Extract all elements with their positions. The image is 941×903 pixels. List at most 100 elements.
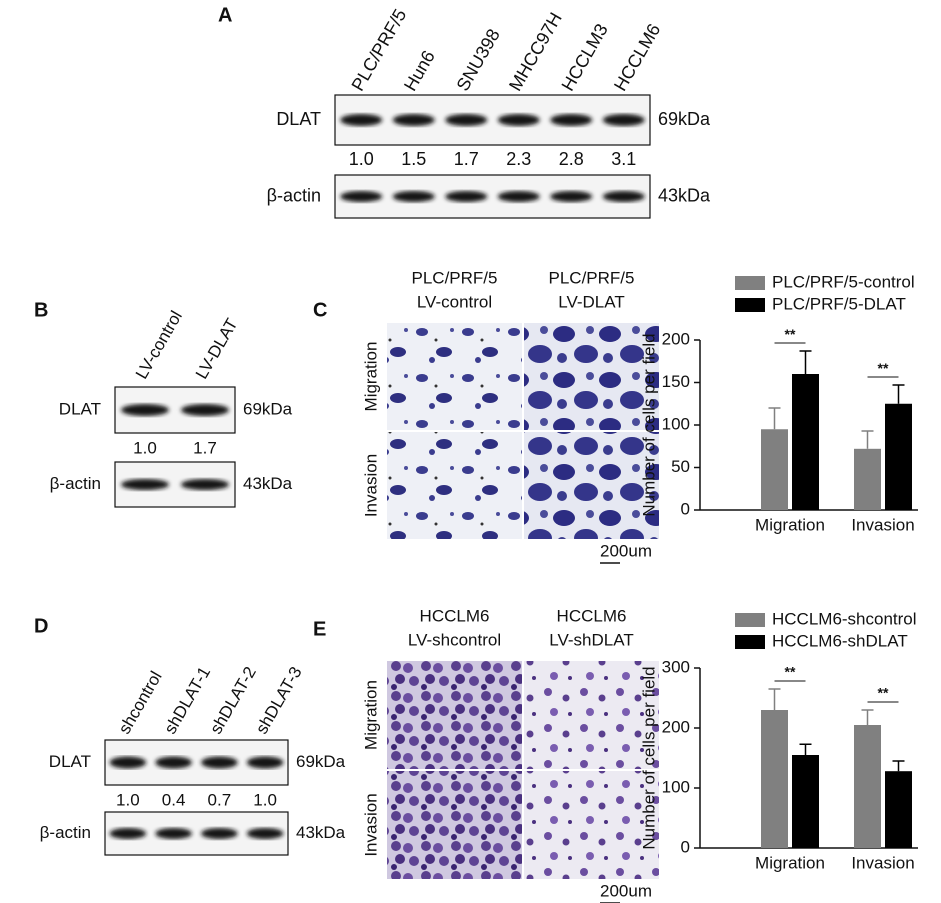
micrograph (524, 432, 659, 539)
blot-band (497, 191, 540, 202)
legend-label: HCCLM6-shDLAT (772, 631, 908, 650)
band-intensity: 1.0 (349, 149, 374, 169)
blot-box (334, 174, 651, 219)
band-intensity: 1.7 (454, 149, 479, 169)
x-tick-label: Invasion (851, 853, 914, 872)
band-intensity: 3.1 (611, 149, 636, 169)
bar (761, 710, 788, 848)
panel-letter: A (218, 4, 232, 26)
blot-band (155, 828, 192, 839)
bar (885, 403, 912, 510)
bar (792, 374, 819, 510)
row-label: Migration (361, 342, 380, 412)
blot-band (155, 756, 192, 769)
band-intensity: 1.5 (401, 149, 426, 169)
panel-letter: E (313, 618, 326, 640)
blot-label: DLAT (276, 109, 321, 129)
band-intensity: 2.3 (506, 149, 531, 169)
band-intensity: 0.4 (162, 790, 186, 809)
blot-band (201, 828, 238, 839)
error-bar (861, 709, 874, 725)
legend-swatch (735, 298, 765, 312)
blot-size: 69kDa (296, 752, 346, 771)
y-tick-label: 200 (662, 329, 690, 348)
lane-label: SNU398 (453, 25, 504, 94)
micrograph (387, 771, 522, 879)
column-title: HCCLM6 (557, 606, 627, 625)
column-title: LV-shDLAT (549, 630, 633, 649)
lane-label: HCCLM3 (558, 20, 612, 94)
bar (792, 755, 819, 848)
blot-band (550, 114, 593, 126)
blot-band (340, 114, 383, 126)
blot-band (246, 828, 284, 839)
error-bar (892, 760, 905, 772)
micrograph (387, 432, 522, 539)
legend-label: PLC/PRF/5-DLAT (772, 294, 906, 313)
x-tick-label: Migration (755, 515, 825, 534)
bar (854, 448, 881, 510)
column-title: PLC/PRF/5 (549, 268, 635, 287)
lane-label: LV-control (132, 308, 186, 383)
bar (885, 771, 912, 848)
blot-band (121, 404, 169, 416)
blot-band (392, 114, 435, 126)
blot-band (497, 114, 540, 126)
lane-label: HCCLM6 (610, 20, 664, 94)
blot-band (181, 404, 229, 416)
legend-swatch (735, 276, 765, 290)
y-tick-label: 100 (662, 414, 690, 433)
y-tick-label: 150 (662, 372, 690, 391)
blot-band (121, 479, 169, 490)
row-label: Invasion (361, 454, 380, 517)
micrograph (524, 771, 659, 879)
lane-label: MHCC97H (505, 9, 566, 94)
blot-band (445, 191, 488, 202)
error-bar (799, 350, 812, 374)
legend-swatch (735, 635, 765, 649)
y-tick-label: 300 (662, 657, 690, 676)
micrograph (387, 323, 522, 430)
band-intensity: 1.7 (193, 438, 217, 457)
error-bar (861, 430, 874, 449)
panel-letter: C (313, 299, 327, 321)
error-bar (768, 407, 781, 430)
blot-band (340, 191, 383, 202)
blot-band (109, 756, 147, 769)
blot-label: β-actin (50, 474, 101, 493)
blot-band (445, 114, 488, 126)
band-intensity: 1.0 (116, 790, 140, 809)
y-tick-label: 50 (671, 457, 690, 476)
legend-label: PLC/PRF/5-control (772, 272, 915, 291)
y-axis-label: Number of cells per field (639, 333, 658, 516)
error-bar (799, 743, 812, 755)
bar (854, 725, 881, 848)
significance-label: ** (785, 326, 796, 342)
lane-label: Hun6 (400, 47, 439, 94)
blot-size: 69kDa (243, 399, 293, 418)
blot-band (181, 479, 229, 490)
panel-letter: D (34, 615, 48, 637)
blot-label: β-actin (267, 185, 321, 205)
legend-swatch (735, 613, 765, 627)
blot-band (392, 191, 435, 202)
blot-label: β-actin (40, 823, 91, 842)
panel-letter: B (34, 299, 48, 321)
band-intensity: 2.8 (559, 149, 584, 169)
micrograph (524, 661, 659, 769)
blot-band (246, 756, 284, 769)
band-intensity: 1.0 (253, 790, 277, 809)
blot-band (201, 756, 238, 769)
x-tick-label: Migration (755, 853, 825, 872)
scale-bar-label: 200um (600, 881, 652, 900)
band-intensity: 1.0 (133, 438, 157, 457)
error-bar (892, 384, 905, 404)
blot-size: 43kDa (243, 474, 293, 493)
blot-box (334, 94, 651, 146)
significance-label: ** (785, 664, 796, 680)
blot-band (602, 191, 645, 202)
micrograph (524, 323, 659, 430)
y-axis-label: Number of cells per field (639, 666, 658, 849)
blot-size: 43kDa (296, 823, 346, 842)
